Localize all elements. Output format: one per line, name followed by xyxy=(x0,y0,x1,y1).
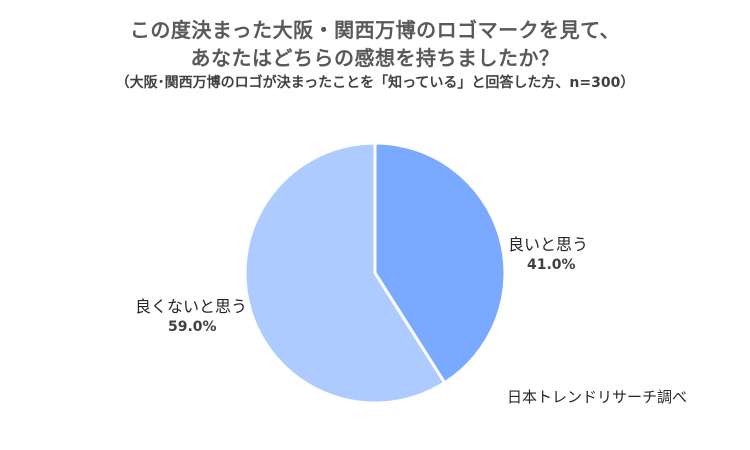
chart-subtitle: （大阪･関西万博のロゴが決まったことを「知っている」と回答した方、n=300） xyxy=(115,75,635,91)
pie-slice-not-good xyxy=(243,141,447,405)
slice-value-good: 41.0% xyxy=(527,257,576,273)
slice-value-not-good: 59.0% xyxy=(168,319,217,335)
chart-title-line2: あなたはどちらの感想を持ちましたか？ xyxy=(190,46,560,70)
slice-label-not-good: 良くないと思う xyxy=(135,297,248,316)
source-note: 日本トレンドリサーチ調べ xyxy=(506,388,687,406)
chart-title: この度決まった大阪・関西万博のロゴマークを見て、 xyxy=(129,18,621,42)
slice-label-good: 良いと思う xyxy=(508,235,589,254)
